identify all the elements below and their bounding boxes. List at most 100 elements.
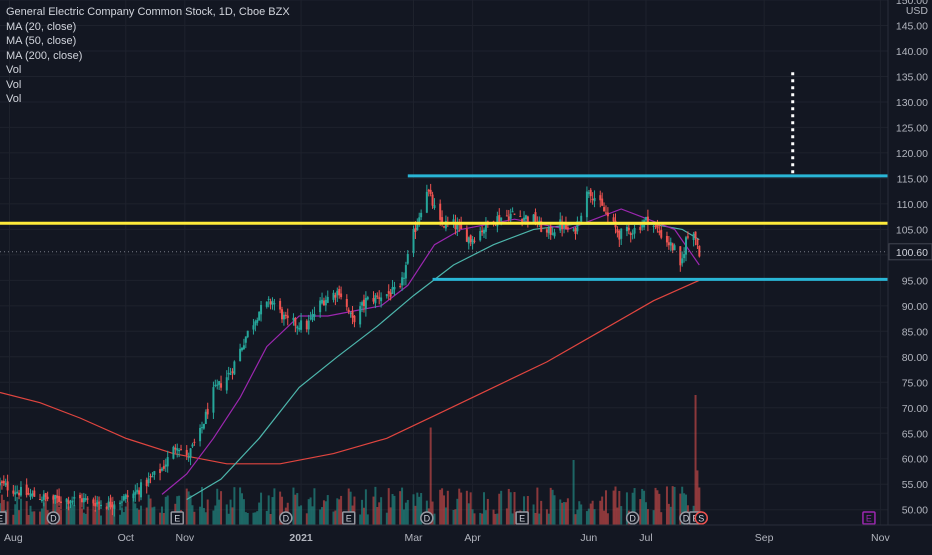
volume-bar <box>484 510 487 525</box>
volume-bar <box>25 501 28 525</box>
volume-bar <box>469 492 472 525</box>
legend-ma50[interactable]: MA (50, close) <box>6 35 77 47</box>
candle-body <box>267 298 270 300</box>
candle-body <box>524 215 527 220</box>
volume-bar <box>67 506 70 525</box>
candle-body <box>214 384 217 387</box>
candle-body <box>12 490 15 494</box>
candle-body <box>471 239 474 245</box>
candle-body <box>40 499 43 502</box>
candle-body <box>498 214 501 222</box>
volume-bar <box>218 499 221 525</box>
dividend-marker <box>625 511 640 525</box>
candle-body <box>389 292 392 297</box>
volume-bar <box>40 508 43 525</box>
volume-bar <box>122 512 125 525</box>
candle-body <box>284 314 287 316</box>
volume-bar <box>126 501 129 525</box>
candle-body <box>439 203 442 220</box>
volume-bar <box>42 502 45 525</box>
candle-body <box>294 317 297 326</box>
candle-body <box>399 285 402 287</box>
time-tick-label: Aug <box>4 532 23 544</box>
volume-bar <box>362 507 365 525</box>
volume-bar <box>572 460 575 525</box>
candle-body <box>500 217 503 221</box>
volume-bar <box>486 498 489 525</box>
candle-body <box>313 314 316 317</box>
volume-bar <box>94 509 97 525</box>
candle-body <box>656 224 659 229</box>
price-tick-label: 150.00 <box>896 0 928 7</box>
legend-ma200[interactable]: MA (200, close) <box>6 49 83 62</box>
legend-vol-1[interactable]: Vol <box>6 64 22 76</box>
candle-body <box>652 225 655 227</box>
time-tick-label: Jun <box>580 532 597 544</box>
candle-body <box>193 441 196 443</box>
candle-body <box>149 475 152 478</box>
candle-body <box>273 303 276 305</box>
chart-legend: General Electric Company Common Stock, 1… <box>6 5 290 107</box>
candle-body <box>483 229 486 234</box>
candle-body <box>185 449 188 456</box>
price-tick-label: 95.00 <box>902 275 928 287</box>
candle-body <box>4 483 7 486</box>
candle-body <box>138 490 141 495</box>
candle-body <box>200 427 203 429</box>
candle-body <box>566 227 569 230</box>
volume-bar <box>54 495 57 525</box>
candle-body <box>646 216 649 225</box>
candle-body <box>639 227 642 230</box>
candle-body <box>111 504 114 508</box>
volume-bar <box>456 498 459 525</box>
candle-body <box>107 501 110 508</box>
candle-body <box>44 493 47 497</box>
candle-body <box>136 489 139 493</box>
candle-body <box>140 482 143 498</box>
candle-body <box>134 491 137 495</box>
volume-bar <box>591 500 594 525</box>
candle-body <box>393 286 396 290</box>
candle-body <box>94 503 97 507</box>
candle-body <box>340 293 343 298</box>
volume-bar <box>679 493 682 525</box>
candle-body <box>667 242 670 246</box>
symbol-title[interactable]: General Electric Company Common Stock, 1… <box>6 6 290 18</box>
candle-body <box>526 216 529 222</box>
volume-bar <box>105 502 108 525</box>
volume-bar <box>349 491 352 525</box>
candle-body <box>206 408 209 415</box>
candle-body <box>349 312 352 314</box>
volume-bar <box>307 499 310 525</box>
candle-body <box>658 231 661 233</box>
candle-body <box>246 330 249 338</box>
candle-body <box>79 494 82 499</box>
volume-bar <box>574 514 577 525</box>
candle-body <box>33 490 36 497</box>
candle-body <box>521 218 524 222</box>
price-tick-label: 70.00 <box>902 403 928 415</box>
volume-bar <box>96 500 99 525</box>
candle-body <box>456 224 459 230</box>
candle-body <box>465 229 468 242</box>
candle-body <box>227 372 230 375</box>
volume-bar <box>322 500 325 525</box>
candle-body <box>460 223 463 230</box>
volume-bar <box>467 503 470 525</box>
volume-bar <box>494 513 497 525</box>
candle-body <box>334 295 337 298</box>
legend-vol-3[interactable]: Vol <box>6 93 22 105</box>
candle-body <box>347 309 350 312</box>
candle-body <box>172 446 175 459</box>
volume-bar <box>258 502 261 525</box>
volume-bar <box>29 505 32 525</box>
candle-body <box>6 481 9 491</box>
candle-body <box>160 468 163 471</box>
volume-bar <box>414 505 417 525</box>
legend-ma20[interactable]: MA (20, close) <box>6 20 77 33</box>
legend-vol-2[interactable]: Vol <box>6 78 22 91</box>
volume-bar <box>0 494 3 525</box>
volume-bar <box>296 493 299 525</box>
